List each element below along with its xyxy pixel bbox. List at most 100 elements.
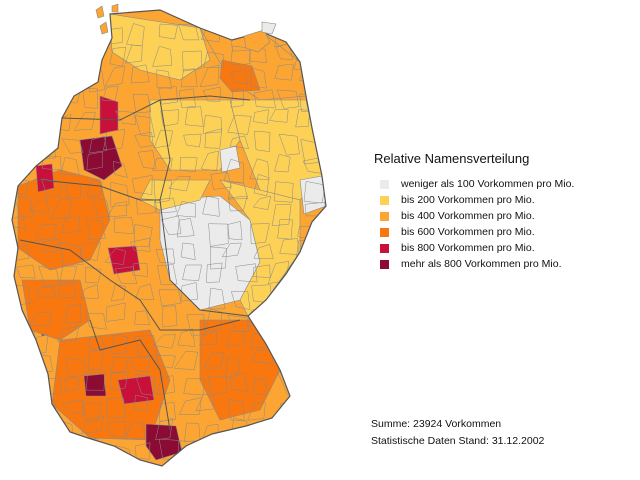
region-east-gray-1 bbox=[219, 145, 241, 173]
district-outline bbox=[86, 371, 105, 391]
legend-item: bis 400 Vorkommen pro Mio. bbox=[380, 208, 574, 224]
district-outline bbox=[327, 156, 343, 176]
district-outline bbox=[179, 157, 198, 173]
district-outline bbox=[230, 45, 251, 66]
district-outline bbox=[230, 69, 249, 85]
germany-map-svg bbox=[11, 3, 350, 480]
district-outline bbox=[82, 402, 102, 422]
district-outline bbox=[227, 221, 243, 241]
district-outline bbox=[155, 354, 176, 369]
district-outline bbox=[321, 327, 326, 346]
district-outline bbox=[274, 153, 291, 173]
district-outline bbox=[221, 242, 242, 258]
legend-label: bis 800 Vorkommen pro Mio. bbox=[401, 242, 535, 254]
district-outline bbox=[134, 335, 158, 358]
district-outline bbox=[305, 377, 325, 400]
district-outline bbox=[89, 135, 107, 154]
district-outline bbox=[12, 330, 36, 346]
district-outline bbox=[86, 151, 103, 171]
district-outline bbox=[86, 179, 103, 197]
district-outline bbox=[253, 173, 270, 197]
district-outline bbox=[278, 355, 296, 374]
district-outline bbox=[155, 469, 173, 480]
district-outline bbox=[209, 435, 227, 453]
district-outline bbox=[202, 195, 220, 217]
district-outline bbox=[305, 286, 325, 303]
district-outline bbox=[82, 21, 104, 39]
region-east-gray-2 bbox=[299, 175, 326, 215]
district-outline bbox=[300, 138, 319, 165]
district-outline bbox=[208, 287, 226, 310]
district-outline bbox=[278, 133, 300, 156]
district-outline bbox=[124, 421, 145, 440]
district-outline bbox=[182, 264, 203, 281]
legend-swatch bbox=[380, 195, 389, 205]
district-outline bbox=[253, 109, 269, 124]
district-outline bbox=[136, 198, 157, 215]
district-outline bbox=[129, 356, 150, 373]
legend-label: bis 600 Vorkommen pro Mio. bbox=[401, 226, 535, 238]
district-outline bbox=[168, 175, 191, 192]
region-bw-red bbox=[117, 375, 155, 405]
district-outline bbox=[274, 307, 299, 328]
district-outline bbox=[61, 138, 84, 154]
legend-item: bis 200 Vorkommen pro Mio. bbox=[380, 192, 574, 208]
district-outline bbox=[38, 66, 58, 81]
district-outline bbox=[180, 242, 196, 261]
islands bbox=[95, 3, 119, 35]
district-outline bbox=[156, 69, 173, 89]
district-outline bbox=[12, 179, 29, 196]
state-borders bbox=[19, 95, 251, 431]
district-outline bbox=[178, 88, 196, 108]
district-outline bbox=[33, 421, 55, 446]
district-outline bbox=[269, 437, 290, 454]
district-outline bbox=[299, 261, 316, 278]
district-outline bbox=[331, 199, 350, 218]
district-outline bbox=[34, 107, 55, 124]
district-outline bbox=[132, 262, 148, 277]
district-outline bbox=[155, 248, 176, 264]
district-outline bbox=[38, 265, 60, 289]
district-outline bbox=[60, 467, 79, 480]
district-outline bbox=[200, 150, 219, 172]
district-outline bbox=[227, 115, 252, 135]
district-outline bbox=[183, 133, 202, 148]
district-outline bbox=[179, 397, 202, 415]
legend-swatch bbox=[380, 243, 389, 253]
district-outline bbox=[33, 447, 53, 466]
district-outline bbox=[12, 23, 27, 43]
legend: weniger als 100 Vorkommen pro Mio. bis 2… bbox=[380, 176, 574, 272]
region-west-red bbox=[35, 163, 55, 193]
district-outline bbox=[324, 303, 326, 325]
district-outline bbox=[104, 65, 126, 87]
district-outline bbox=[134, 131, 154, 148]
legend-swatch bbox=[380, 179, 389, 189]
district-outline bbox=[133, 224, 153, 248]
district-outline bbox=[104, 248, 127, 265]
district-outline bbox=[14, 463, 34, 466]
district-outline bbox=[59, 242, 84, 266]
district-outline bbox=[295, 109, 310, 128]
district-outline bbox=[73, 112, 96, 131]
district-outline bbox=[249, 158, 270, 180]
district-outline bbox=[129, 237, 151, 252]
district-outline bbox=[323, 371, 326, 389]
district-outline bbox=[330, 43, 347, 60]
district-outline bbox=[153, 129, 174, 149]
district-outline bbox=[251, 446, 272, 463]
district-outline bbox=[135, 442, 151, 460]
district-outline bbox=[302, 438, 320, 458]
district-outline bbox=[176, 201, 196, 218]
district-outline bbox=[252, 195, 272, 210]
district-outline bbox=[320, 268, 326, 291]
district-outline bbox=[29, 198, 50, 213]
district-outline bbox=[325, 287, 326, 307]
district-outline bbox=[37, 284, 57, 298]
district-outline bbox=[226, 330, 245, 347]
district-outline bbox=[113, 217, 135, 235]
district-outline bbox=[202, 86, 221, 102]
legend-label: bis 200 Vorkommen pro Mio. bbox=[401, 194, 535, 206]
district-outline bbox=[271, 204, 292, 227]
district-outline bbox=[42, 238, 60, 253]
district-outline bbox=[13, 195, 34, 218]
